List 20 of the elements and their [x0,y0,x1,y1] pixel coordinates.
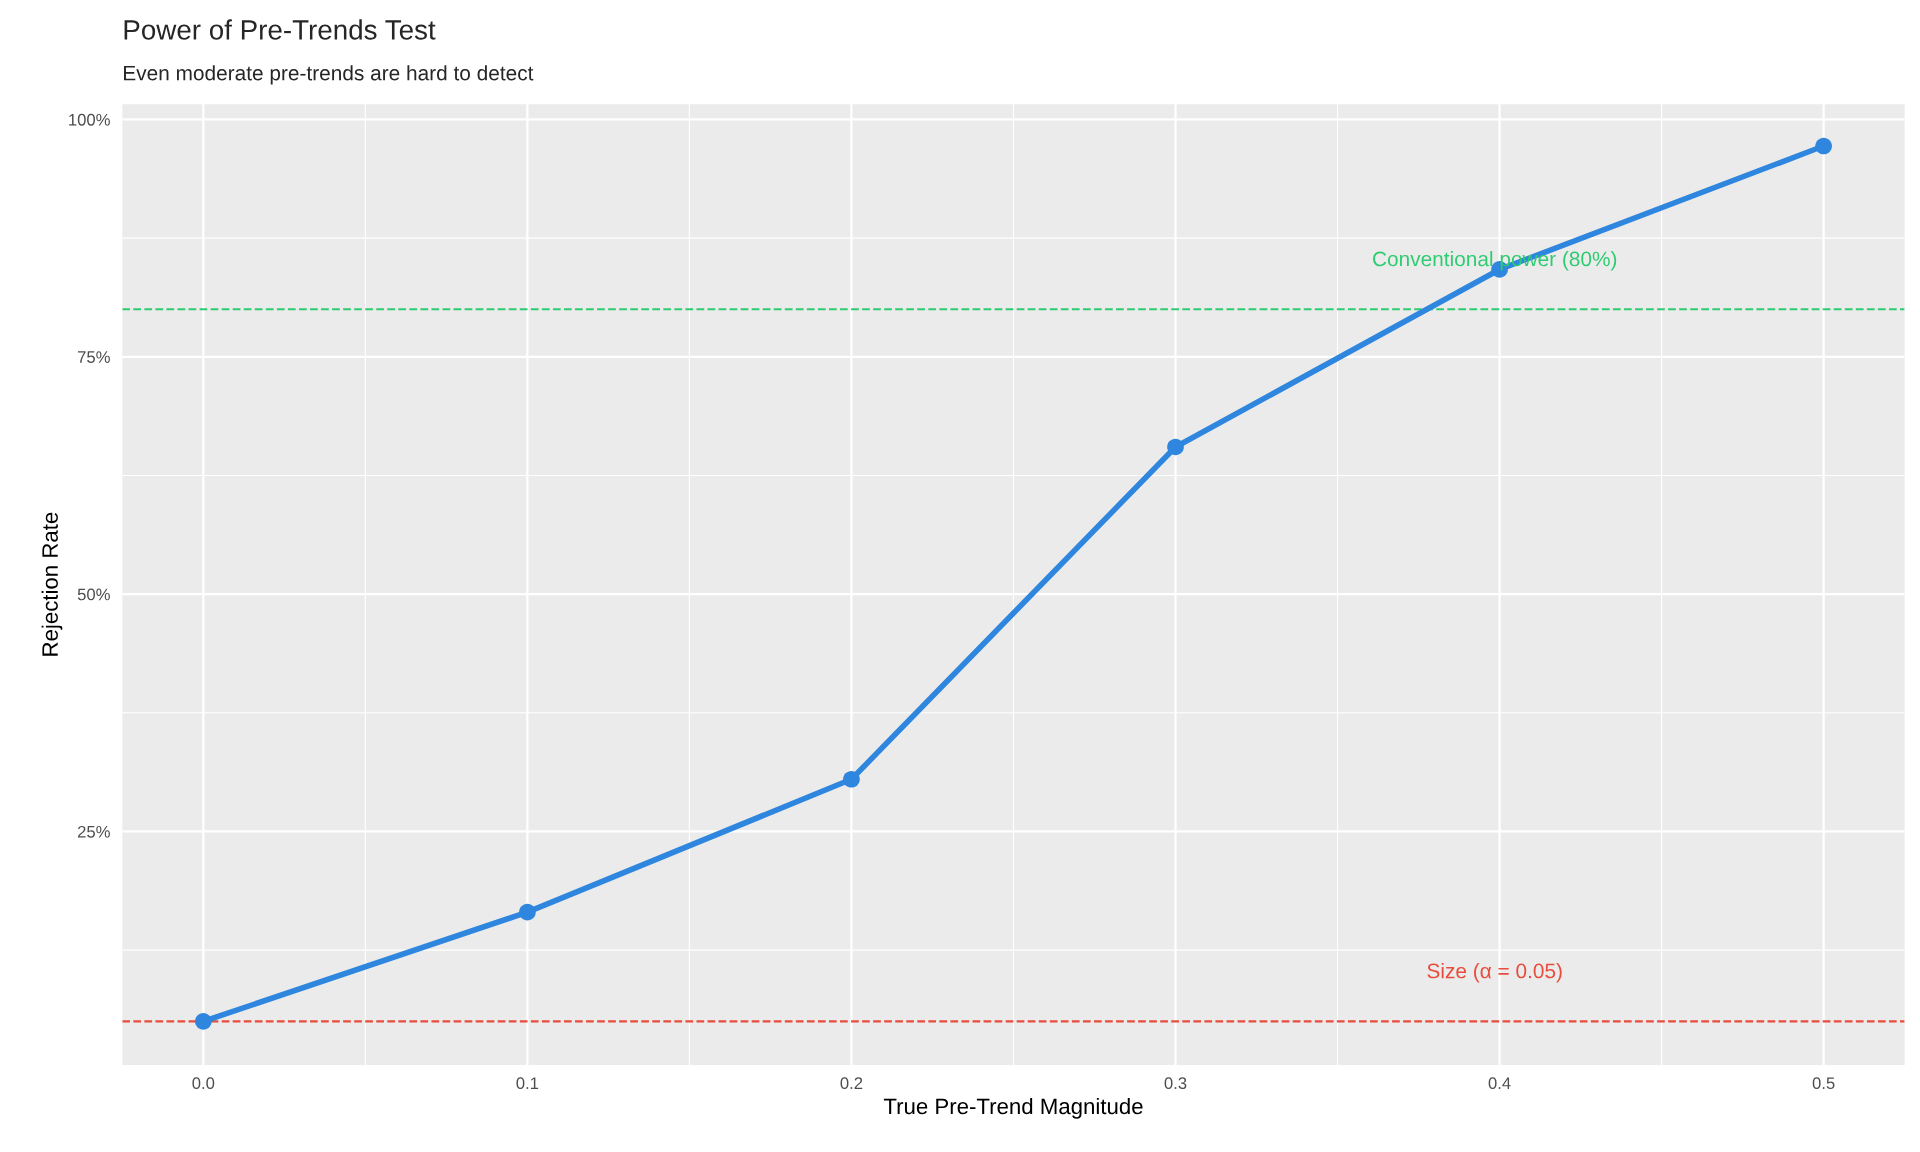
point [519,903,536,921]
ref-line-label: Size (α = 0.05) [1427,963,1562,983]
y-tick-label: 50% [77,588,110,601]
chart-subtitle: Even moderate pre-trends are hard to detect [124,65,534,85]
x-axis-title: True Pre-Trend Magnitude [883,1097,1143,1119]
x-tick-label: 0.3 [1164,1077,1187,1090]
y-tick-label: 100% [69,113,110,126]
y-tick-label: 25% [77,825,110,838]
point [843,770,860,788]
x-tick-label: 0.1 [516,1077,539,1090]
chart-title: Power of Pre-Trends Test [124,19,436,40]
x-tick-label: 0.4 [1488,1077,1511,1090]
x-tick-label: 0.0 [192,1077,215,1090]
x-tick-label: 0.2 [840,1077,863,1090]
point [1167,438,1184,456]
y-tick-label: 75% [78,351,110,363]
point [1815,137,1832,155]
x-tick-label: 0.5 [1812,1077,1835,1090]
point [194,1013,212,1030]
y-axis-title: Rejection Rate [41,512,63,656]
